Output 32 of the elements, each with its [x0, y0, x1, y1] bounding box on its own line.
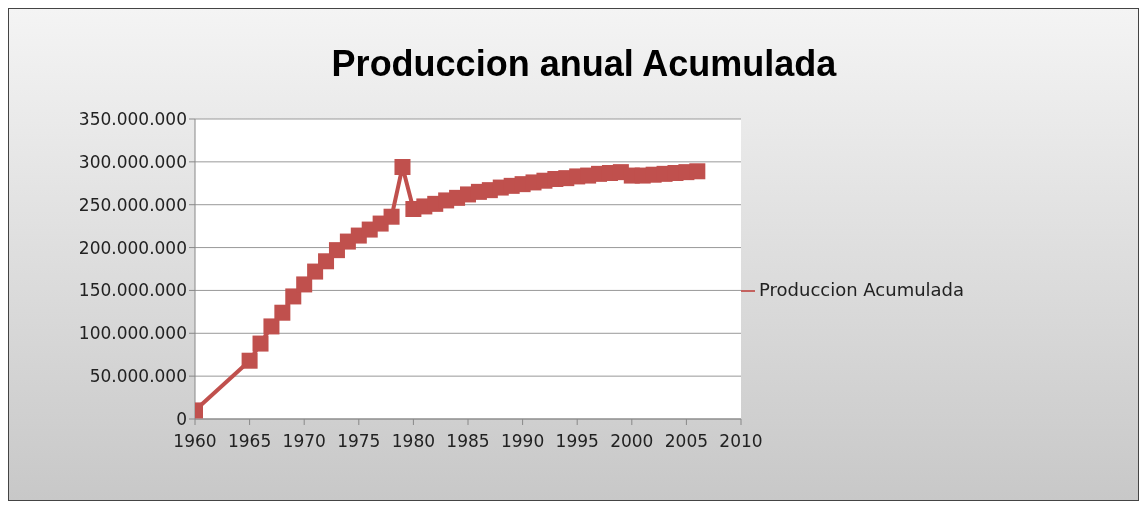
x-tick-label: 1990: [500, 431, 545, 452]
y-tick-label: 0: [176, 409, 187, 430]
y-tick-label: 350.000.000: [78, 109, 187, 130]
x-tick-label: 2010: [719, 431, 763, 452]
y-tick-label: 300.000.000: [78, 151, 187, 172]
y-tick-label: 150.000.000: [78, 280, 187, 301]
point: [296, 276, 313, 293]
point: [318, 253, 335, 270]
x-tick-label: 1980: [391, 431, 436, 452]
x-tick-label: 2005: [664, 431, 709, 452]
point: [252, 335, 269, 352]
x-tick-label: 1965: [227, 431, 272, 452]
point: [285, 288, 302, 305]
point: [263, 318, 280, 335]
x-tick-label: 1975: [337, 431, 381, 452]
x-tick-label: 2000: [610, 431, 654, 452]
x-tick-label: 1970: [282, 431, 326, 452]
point: [689, 163, 706, 180]
point: [383, 208, 400, 225]
legend-label: Produccion Acumulada: [759, 278, 965, 300]
y-tick-label: 250.000.000: [78, 194, 187, 215]
point: [394, 159, 411, 175]
x-tick-label: 1985: [446, 431, 490, 452]
y-tick-label: 100.000.000: [78, 323, 187, 344]
chart-title: Produccion anual Acumulada: [330, 43, 838, 85]
x-tick-label: 1995: [555, 431, 599, 452]
point: [241, 352, 258, 369]
point: [274, 304, 291, 321]
y-tick-label: 200.000.000: [78, 237, 187, 258]
point: [307, 263, 324, 280]
y-tick-label: 50.000.000: [89, 366, 187, 387]
x-tick-label: 1960: [173, 431, 217, 452]
